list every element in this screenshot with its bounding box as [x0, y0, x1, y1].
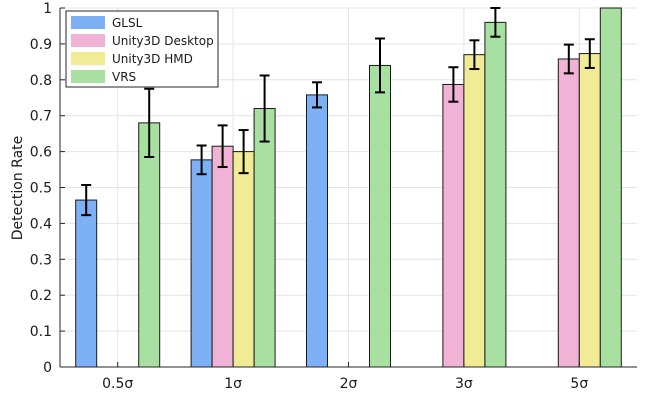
- x-tick-label: 2σ: [340, 376, 358, 392]
- legend-label: Unity3D HMD: [112, 52, 193, 66]
- axes: 0 0.1 0.2 0.3 0.4 0.5 0.6 0.7 0.8 0.9 1 0.5σ 1σ 2σ 3σ 5…: [30, 1, 637, 392]
- legend: GLSL Unity3D Desktop Unity3D HMD VRS: [65, 10, 219, 88]
- y-tick-label: 0.7: [30, 109, 52, 125]
- error-bar: [259, 74, 270, 143]
- error-bar: [144, 87, 155, 158]
- y-tick-label: 0.4: [30, 216, 52, 232]
- error-bar: [217, 124, 228, 169]
- x-tick-label: 1σ: [224, 376, 242, 392]
- legend-label: VRS: [112, 70, 136, 84]
- bars: [75, 7, 622, 368]
- y-axis-label: Detection Rate: [10, 136, 26, 241]
- bar-unity3d-desktop-3: [442, 83, 465, 368]
- error-bars: [81, 7, 595, 217]
- error-bar: [448, 66, 459, 103]
- y-tick-label: 1: [43, 1, 52, 17]
- x-tick-label: 0.5σ: [102, 376, 133, 392]
- error-bar: [238, 129, 249, 175]
- error-bar: [375, 37, 385, 94]
- bar-unity3d-hmd-1: [232, 151, 255, 368]
- error-bar: [312, 81, 322, 109]
- bar-unity3d-desktop-4: [557, 58, 580, 368]
- legend-swatch: [71, 34, 105, 47]
- legend-swatch: [71, 70, 105, 83]
- legend-swatch: [71, 52, 105, 65]
- bar-glsl-1: [190, 159, 213, 368]
- error-bar: [490, 7, 501, 38]
- error-bar: [563, 43, 574, 75]
- bar-vrs-0: [138, 122, 161, 368]
- y-tick-label: 0.3: [30, 252, 52, 268]
- x-tick-label: 5σ: [570, 376, 588, 392]
- y-tick-label: 0.5: [30, 181, 52, 197]
- y-tick-label: 0.9: [30, 37, 52, 53]
- legend-swatch: [71, 16, 105, 29]
- bar-glsl-0: [75, 199, 98, 368]
- bar-vrs-1: [253, 108, 276, 368]
- y-tick-label: 0.6: [30, 145, 52, 161]
- error-bar: [196, 144, 207, 176]
- bar-vrs-4: [599, 7, 622, 368]
- error-bar: [584, 38, 595, 69]
- bar-glsl-2: [306, 94, 328, 368]
- legend-label: Unity3D Desktop: [112, 34, 214, 48]
- y-tick-label: 0.8: [30, 73, 52, 89]
- bar-unity3d-desktop-1: [211, 145, 234, 368]
- bar-vrs-3: [484, 21, 507, 368]
- y-tick-label: 0: [43, 360, 52, 376]
- legend-label: GLSL: [112, 16, 143, 30]
- error-bar: [81, 183, 92, 217]
- y-tick-label: 0.2: [30, 288, 52, 304]
- bar-vrs-2: [369, 64, 391, 368]
- error-bar: [469, 39, 480, 71]
- x-tick-label: 3σ: [455, 376, 473, 392]
- bar-unity3d-hmd-4: [578, 53, 601, 368]
- y-tick-label: 0.1: [30, 324, 52, 340]
- bar-unity3d-hmd-3: [463, 54, 486, 368]
